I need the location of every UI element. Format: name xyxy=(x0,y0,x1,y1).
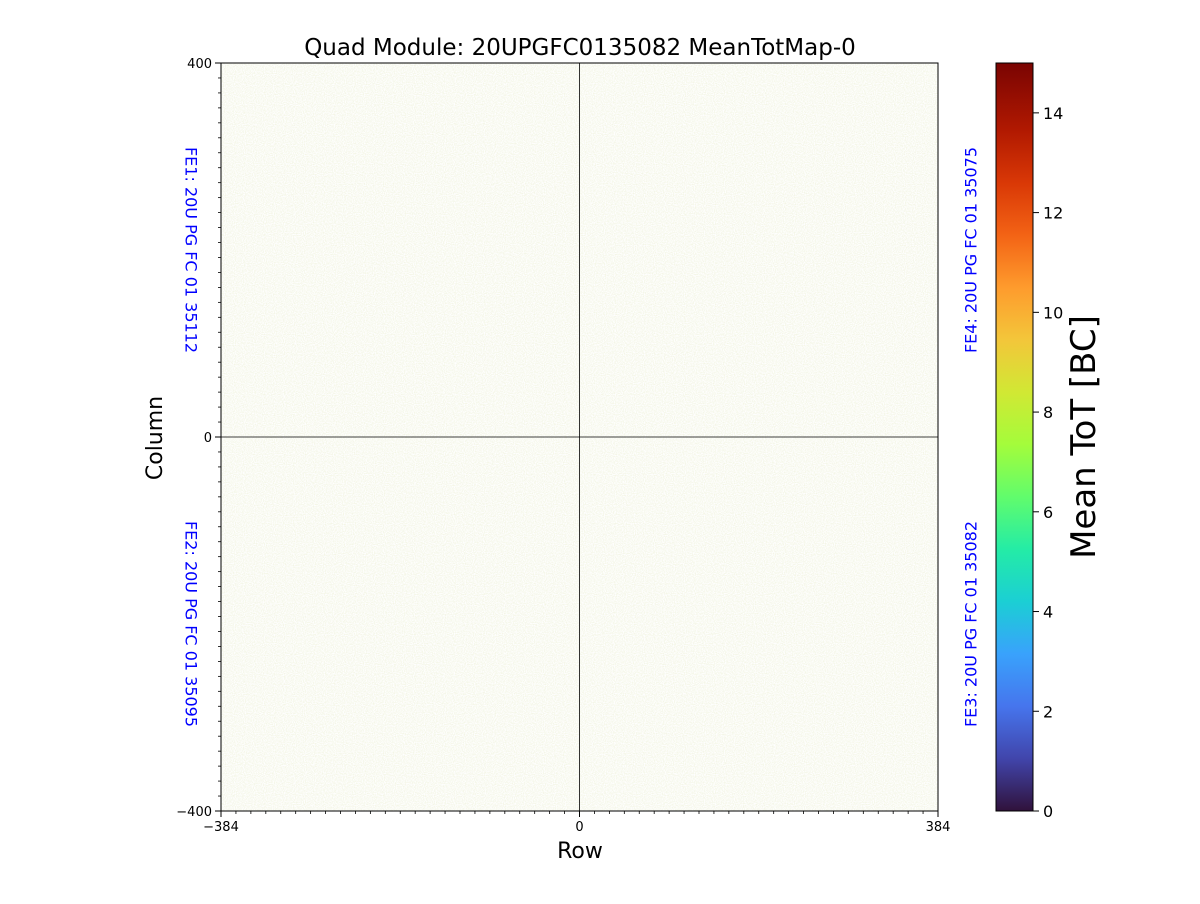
chart-title: Quad Module: 20UPGFC0135082 MeanTotMap-0 xyxy=(304,35,856,61)
